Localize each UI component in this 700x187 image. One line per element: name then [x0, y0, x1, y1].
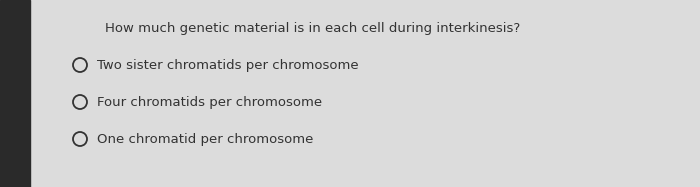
Bar: [0, 0, 30, 187]
Text: Two sister chromatids per chromosome: Two sister chromatids per chromosome: [97, 59, 358, 71]
Text: One chromatid per chromosome: One chromatid per chromosome: [97, 133, 314, 145]
Text: How much genetic material is in each cell during interkinesis?: How much genetic material is in each cel…: [105, 22, 520, 35]
Text: Four chromatids per chromosome: Four chromatids per chromosome: [97, 96, 322, 108]
